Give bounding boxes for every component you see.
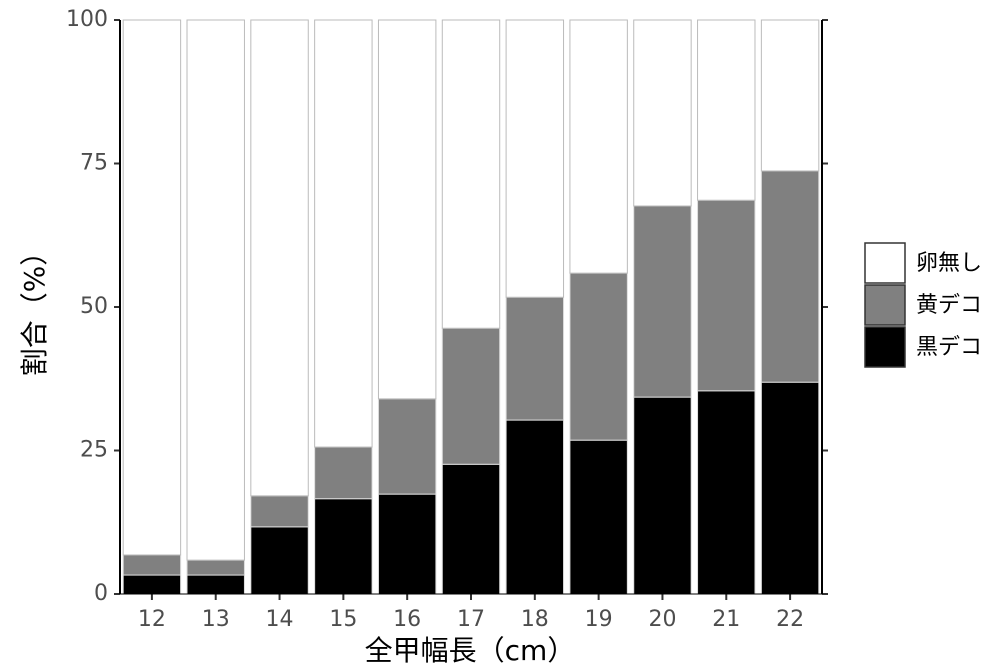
x-tick-label: 16: [393, 607, 421, 632]
x-tick-label: 21: [712, 607, 740, 632]
x-tick-label: 20: [648, 607, 676, 632]
bar-segment: [122, 554, 182, 576]
legend-swatch: [864, 242, 906, 284]
legend-swatch: [864, 284, 906, 326]
y-tick-label: 100: [66, 7, 108, 32]
bar-segment: [569, 272, 628, 441]
bar-segment: [569, 19, 628, 274]
bar-segment: [186, 559, 245, 576]
y-tick-label: 25: [80, 438, 108, 463]
legend-label: 黄デコ: [916, 293, 982, 318]
bar-segment: [377, 398, 437, 495]
bar-segment: [377, 19, 437, 400]
bar-segment: [633, 19, 692, 207]
bar-segment: [760, 19, 820, 172]
bar-segment: [186, 574, 245, 595]
x-tick-label: 13: [202, 607, 230, 632]
legend-label: 卵無し: [916, 251, 982, 276]
x-tick-label: 17: [457, 607, 485, 632]
bar-segment: [697, 390, 756, 595]
bar-segment: [760, 170, 820, 383]
bar-segment: [697, 199, 756, 392]
bar-segment: [314, 446, 373, 500]
bar-segment: [441, 19, 501, 329]
x-axis-title: 全甲幅長（cm）: [365, 634, 576, 667]
bar-segment: [122, 574, 182, 595]
x-tick-label: 19: [585, 607, 613, 632]
x-tick-label: 15: [329, 607, 357, 632]
bar-segment: [250, 19, 309, 497]
bar-segment: [505, 19, 565, 298]
legend-label: 黒デコ: [916, 335, 982, 360]
bar-segment: [505, 296, 565, 421]
bar-segment: [250, 526, 309, 595]
bar-segment: [633, 396, 692, 595]
legend-swatch: [864, 326, 906, 368]
x-tick-label: 14: [266, 607, 294, 632]
x-tick-label: 18: [521, 607, 549, 632]
bar-segment: [186, 19, 245, 561]
bar-segment: [250, 495, 309, 528]
bar-segment: [441, 463, 501, 595]
bar-segment: [760, 381, 820, 595]
x-tick-label: 22: [776, 607, 804, 632]
x-tick-label: 12: [138, 607, 166, 632]
bar-segment: [569, 439, 628, 595]
y-axis-title: 割合（%）: [18, 238, 51, 377]
y-tick-label: 75: [80, 151, 108, 176]
bar-segment: [505, 419, 565, 595]
bar-segment: [314, 498, 373, 595]
bar-segment: [377, 493, 437, 595]
bar-segment: [122, 19, 182, 556]
bar-segment: [697, 19, 756, 201]
bar-segment: [314, 19, 373, 448]
y-tick-label: 50: [80, 294, 108, 319]
y-tick-label: 0: [94, 581, 108, 606]
bar-segment: [441, 327, 501, 465]
bar-segment: [633, 205, 692, 398]
